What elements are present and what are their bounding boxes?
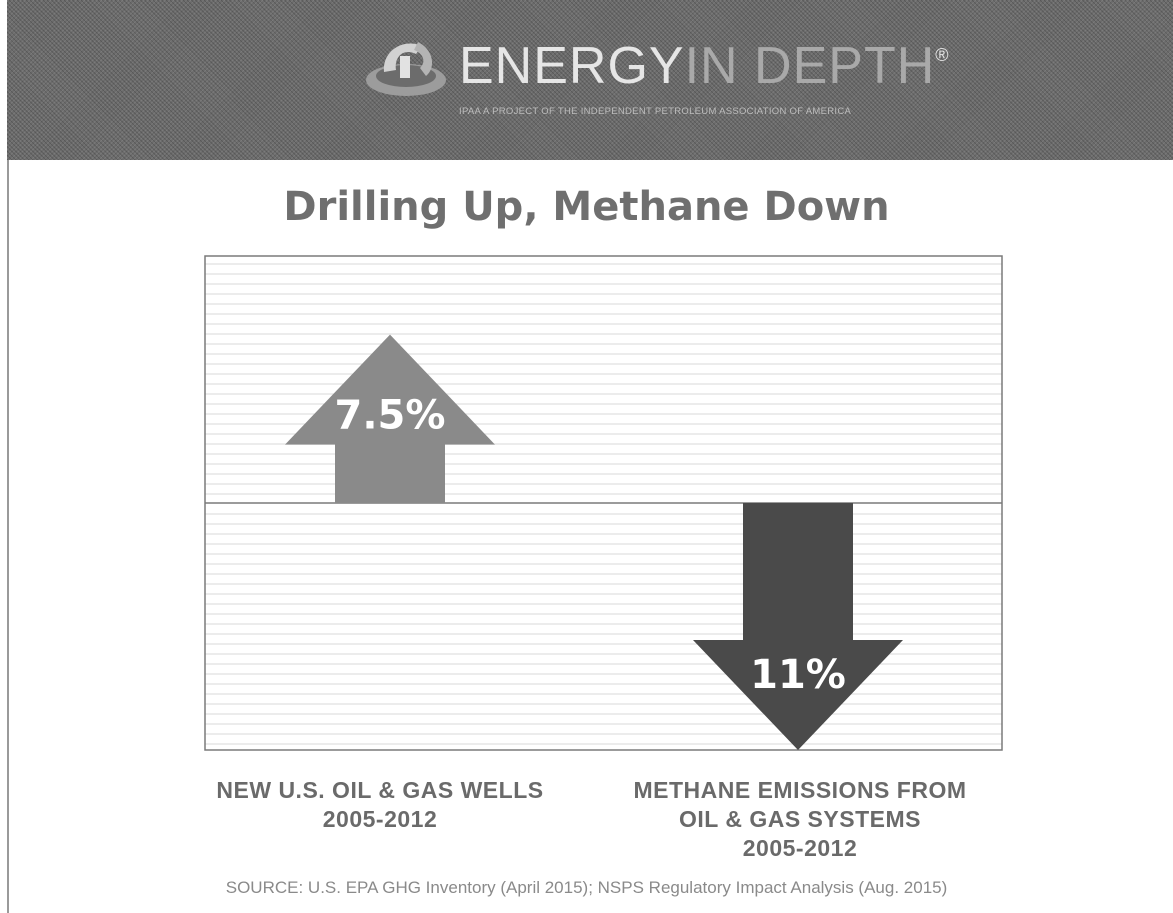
category-label-line: 2005-2012 — [322, 806, 438, 832]
source-note: SOURCE: U.S. EPA GHG Inventory (April 20… — [225, 878, 948, 897]
registered-mark: ® — [935, 45, 950, 65]
logo-main-text: ENERGY — [459, 37, 685, 95]
bar-new-wells-arrow — [285, 334, 495, 503]
chart-title: Drilling Up, Methane Down — [283, 184, 890, 230]
category-label-methane-emissions: METHANE EMISSIONS FROM OIL & GAS SYSTEMS… — [590, 776, 1010, 863]
category-label-line: 2005-2012 — [742, 835, 858, 861]
energy-in-depth-logo-icon — [366, 42, 446, 96]
data-label-new-wells: 7.5% — [335, 393, 446, 439]
logo-tagline: IPAA A PROJECT OF THE INDEPENDENT PETROL… — [459, 106, 852, 117]
bar-methane-emissions-arrow — [693, 503, 903, 750]
category-label-line: METHANE EMISSIONS FROM — [633, 777, 967, 803]
logo-light-text: IN DEPTH — [684, 37, 936, 95]
logo-wordmark: ENERGYIN DEPTH® — [459, 40, 950, 92]
data-label-methane-emissions: 11% — [750, 652, 846, 698]
category-label-line: NEW U.S. OIL & GAS WELLS — [216, 777, 544, 803]
category-label-new-wells: NEW U.S. OIL & GAS WELLS 2005-2012 — [190, 776, 570, 834]
chart-gridlines — [205, 263, 1002, 745]
chart-area: 7.5% 11% — [204, 255, 1003, 751]
header-banner: ENERGYIN DEPTH® IPAA A PROJECT OF THE IN… — [7, 0, 1173, 160]
category-label-line: OIL & GAS SYSTEMS — [679, 806, 921, 832]
